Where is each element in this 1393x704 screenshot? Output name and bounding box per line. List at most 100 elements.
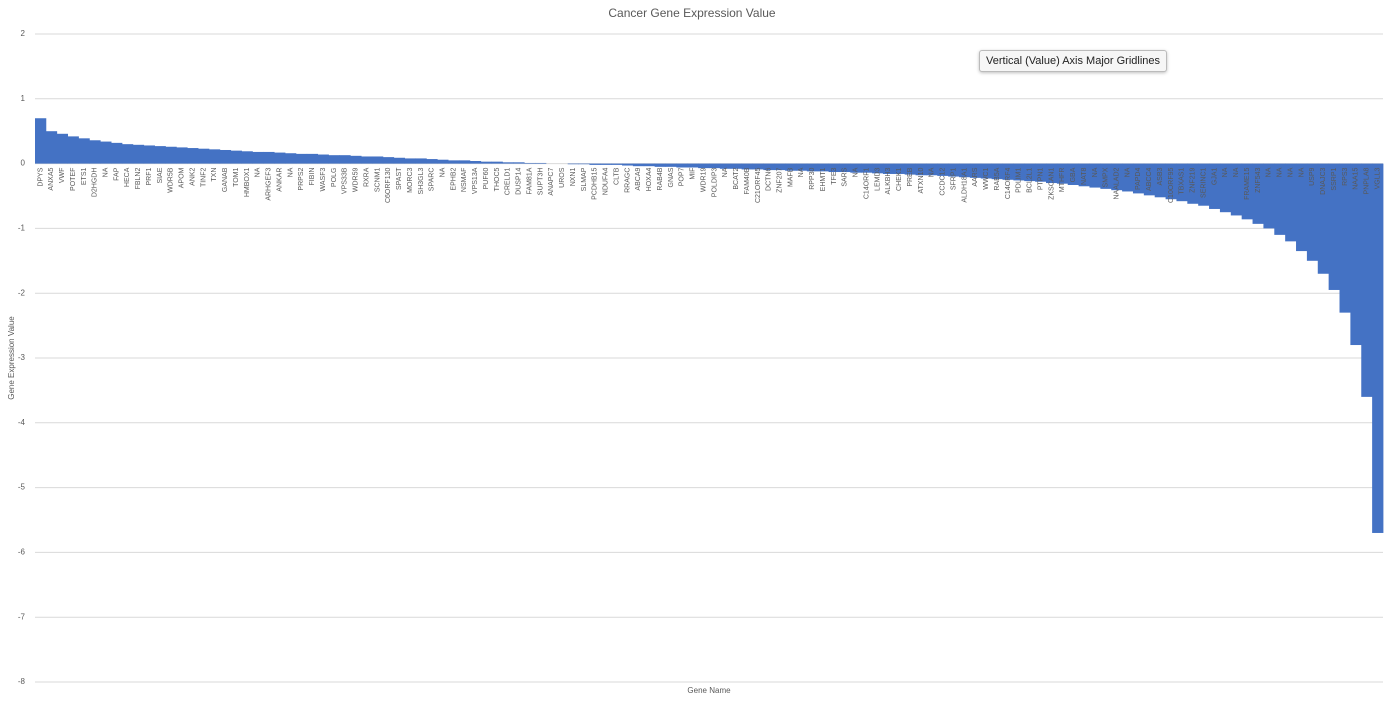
x-tick-label: PAPD4 <box>1135 167 1142 190</box>
y-tick-label: -6 <box>18 548 26 557</box>
bar <box>1252 163 1264 224</box>
bar <box>969 163 982 178</box>
bar <box>1078 163 1090 187</box>
x-tick-label: MIF <box>690 168 697 180</box>
bar <box>437 159 449 164</box>
x-tick-label: WWC1 <box>983 168 990 190</box>
x-tick-label: PRPS2 <box>298 168 305 191</box>
bar <box>643 163 656 167</box>
x-tick-label: ANKAR <box>276 168 283 192</box>
x-tick-label: D2HGDH <box>92 168 99 198</box>
x-tick-label: TXN <box>211 168 218 182</box>
x-tick-label: ANAPC7 <box>548 167 555 195</box>
bar <box>600 163 612 165</box>
x-tick-label: FRAME15 <box>1244 168 1251 200</box>
bar <box>1176 163 1188 202</box>
bar <box>763 163 775 171</box>
x-tick-label: NA <box>1266 167 1273 177</box>
bar <box>458 160 471 164</box>
x-tick-label: VGLL3 <box>1374 167 1381 189</box>
bar <box>1024 163 1036 182</box>
bar <box>448 160 460 164</box>
x-tick-label: C14ORF4 <box>1005 167 1012 199</box>
bar <box>121 144 134 164</box>
x-tick-label: PREB <box>907 167 914 186</box>
bar <box>687 163 699 168</box>
bar <box>241 151 253 164</box>
x-tick-label: NAT8 <box>1081 167 1088 184</box>
y-tick-label: -3 <box>18 353 26 362</box>
bar <box>1035 163 1047 182</box>
bar <box>208 149 221 164</box>
x-tick-label: TBXAS1 <box>1179 168 1186 195</box>
bar <box>839 163 851 173</box>
x-axis-title: Gene Name <box>687 686 731 695</box>
x-tick-label: POLDIP3 <box>711 168 718 198</box>
tooltip: Vertical (Value) Axis Major Gridlines <box>979 50 1168 72</box>
x-tick-label: NA <box>1233 167 1240 177</box>
y-tick-label: -2 <box>18 288 26 297</box>
x-tick-label: BCAT2 <box>733 167 740 189</box>
x-tick-label: ATXN10 <box>918 167 925 193</box>
x-tick-label: THOC5 <box>494 168 501 192</box>
x-tick-label: NA <box>255 167 262 177</box>
x-tick-label: NAALAD2 <box>1114 167 1121 199</box>
bar <box>926 163 938 176</box>
x-tick-label: ZNF543 <box>1255 168 1262 193</box>
x-tick-label: WDR5B <box>168 167 175 193</box>
y-axis-title: Gene Expression Value <box>7 316 16 400</box>
bar <box>1046 163 1058 184</box>
y-tick-label: -8 <box>18 677 26 686</box>
bar <box>252 151 264 164</box>
x-tick-label: NA <box>440 167 447 177</box>
bar <box>1328 163 1340 290</box>
bar <box>45 131 58 164</box>
bar <box>143 145 155 164</box>
bar <box>165 146 177 164</box>
x-tick-label: HMBOX1 <box>244 167 251 197</box>
bar <box>78 138 90 164</box>
bar <box>872 163 884 174</box>
x-tick-label: WDR59 <box>353 168 360 193</box>
x-tick-label: MAFB <box>787 167 794 187</box>
x-tick-label: EPHB2 <box>450 168 457 191</box>
x-tick-label: GANAB <box>222 167 229 192</box>
bar <box>1154 163 1166 198</box>
x-tick-label: ANK2 <box>189 168 196 186</box>
x-tick-label: C14ORF1 <box>863 167 870 199</box>
bar <box>774 163 786 171</box>
bar <box>915 163 927 176</box>
bar <box>230 150 242 164</box>
bar <box>893 163 906 174</box>
bar <box>295 153 308 164</box>
x-tick-label: PTPN1 <box>1037 167 1044 190</box>
x-tick-label: FIBIN <box>309 168 316 186</box>
x-tick-label: ABCC4 <box>1146 167 1153 190</box>
x-tick-label: VWF <box>59 168 66 184</box>
bar <box>1143 163 1156 196</box>
x-tick-label: RRAGC <box>624 168 631 193</box>
bar <box>535 162 547 164</box>
x-tick-label: MORC3 <box>407 167 414 192</box>
bar <box>100 141 112 164</box>
x-tick-label: NA <box>1277 167 1284 177</box>
x-tick-label: FBLN2 <box>135 168 142 190</box>
x-tick-label: NA <box>1298 167 1305 177</box>
bar <box>752 163 764 170</box>
x-tick-label: RPP30 <box>809 168 816 190</box>
x-tick-label: LEMD3 <box>874 167 881 190</box>
bar <box>1241 163 1253 220</box>
bar <box>676 163 688 168</box>
bar <box>56 133 69 164</box>
x-tick-label: ASB3 <box>1157 167 1164 185</box>
x-tick-label: SARS <box>842 167 849 186</box>
x-tick-label: DNAJC3 <box>1320 167 1327 194</box>
bar <box>1285 163 1297 242</box>
bar <box>35 118 47 164</box>
x-tick-label: PRF1 <box>146 168 153 186</box>
x-tick-label: UROS <box>559 167 566 188</box>
x-tick-label: NA <box>1222 167 1229 177</box>
x-tick-label: CLTB <box>613 167 620 185</box>
bar <box>1372 163 1384 533</box>
bar <box>491 161 503 164</box>
